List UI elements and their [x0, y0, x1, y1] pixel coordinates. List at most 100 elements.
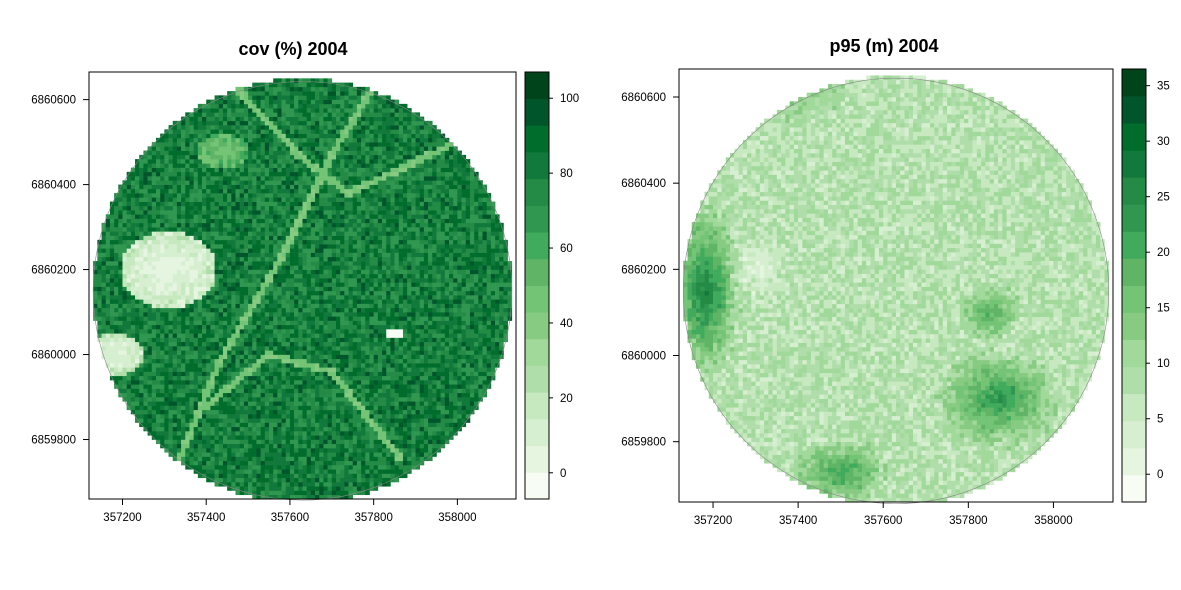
raster-cell — [193, 414, 199, 419]
raster-cell — [331, 418, 337, 423]
raster-cell — [172, 388, 178, 394]
raster-cell — [252, 265, 257, 270]
raster-cell — [189, 367, 194, 372]
raster-cell — [210, 146, 215, 151]
raster-cell — [214, 184, 220, 190]
raster-cell — [231, 103, 236, 109]
raster-cell — [281, 193, 287, 198]
raster-cell — [210, 312, 215, 317]
raster-cell — [189, 150, 194, 156]
raster-cell — [181, 193, 186, 198]
raster-cell — [118, 269, 123, 275]
raster-cell — [231, 222, 236, 228]
raster-cell — [97, 256, 102, 262]
raster-cell — [109, 346, 115, 351]
raster-cell — [147, 167, 153, 173]
raster-cell — [118, 346, 123, 351]
raster-cell — [323, 320, 328, 326]
raster-cell — [227, 133, 232, 139]
raster-cell — [273, 460, 278, 466]
raster-cell — [260, 367, 266, 372]
raster-cell — [260, 401, 266, 406]
raster-cell — [340, 252, 345, 258]
raster-cell — [302, 91, 307, 96]
raster-cell — [252, 431, 257, 436]
raster-cell — [264, 167, 270, 173]
raster-cell — [340, 477, 345, 483]
raster-cell — [277, 222, 282, 228]
raster-cell — [344, 244, 349, 249]
raster-cell — [143, 261, 148, 266]
raster-cell — [310, 363, 316, 368]
raster-cell — [344, 205, 349, 211]
raster-cell — [298, 244, 303, 249]
raster-cell — [118, 214, 123, 219]
raster-cell — [172, 167, 178, 173]
raster-cell — [206, 167, 211, 173]
raster-cell — [118, 341, 123, 347]
raster-cell — [252, 490, 257, 496]
raster-cell — [197, 197, 203, 202]
raster-cell — [126, 227, 132, 232]
raster-cell — [197, 248, 203, 253]
raster-cell — [335, 184, 341, 190]
raster-cell — [202, 303, 207, 309]
raster-cell — [331, 439, 337, 445]
raster-cell — [340, 422, 345, 428]
raster-cell — [277, 443, 282, 449]
raster-cell — [277, 125, 282, 130]
raster-cell — [176, 286, 182, 292]
raster-cell — [227, 409, 232, 415]
raster-cell — [206, 214, 211, 219]
raster-cell — [155, 278, 161, 283]
raster-cell — [235, 180, 241, 185]
raster-cell — [264, 392, 270, 398]
raster-cell — [335, 108, 341, 113]
raster-cell — [185, 358, 190, 364]
raster-cell — [168, 248, 174, 253]
raster-cell — [206, 431, 211, 436]
raster-cell — [193, 341, 199, 347]
raster-cell — [248, 235, 253, 241]
raster-cell — [151, 176, 157, 181]
raster-cell — [248, 409, 253, 415]
raster-cell — [139, 392, 144, 398]
raster-cell — [285, 337, 291, 343]
raster-cell — [210, 473, 215, 479]
raster-cell — [227, 142, 232, 147]
raster-cell — [193, 129, 199, 134]
raster-cell — [335, 278, 341, 283]
raster-cell — [214, 337, 220, 343]
raster-cell — [294, 86, 299, 92]
raster-cell — [202, 375, 207, 381]
raster-cell — [176, 129, 182, 134]
raster-cell — [202, 261, 207, 266]
raster-cell — [260, 443, 266, 449]
raster-cell — [298, 184, 303, 190]
raster-cell — [235, 188, 241, 194]
raster-cell — [139, 167, 144, 173]
raster-cell — [206, 337, 211, 343]
raster-cell — [155, 380, 161, 385]
raster-cell — [302, 137, 307, 143]
raster-cell — [218, 473, 224, 479]
raster-cell — [344, 388, 349, 394]
raster-cell — [323, 282, 328, 287]
cov-panel: cov (%) 2004 357200 357400 357600 357800 358… — [31, 39, 579, 524]
raster-cell — [248, 201, 253, 207]
raster-cell — [331, 193, 337, 198]
raster-cell — [294, 490, 299, 496]
raster-cell — [289, 443, 295, 449]
raster-cell — [289, 363, 295, 368]
raster-cell — [160, 295, 165, 300]
raster-cell — [114, 235, 119, 241]
raster-cell — [155, 358, 161, 364]
raster-cell — [239, 490, 245, 496]
raster-cell — [193, 290, 199, 296]
raster-cell — [147, 197, 153, 202]
raster-cell — [294, 418, 299, 423]
raster-cell — [214, 125, 220, 130]
raster-cell — [260, 154, 266, 160]
raster-cell — [310, 142, 316, 147]
raster-cell — [281, 265, 287, 270]
